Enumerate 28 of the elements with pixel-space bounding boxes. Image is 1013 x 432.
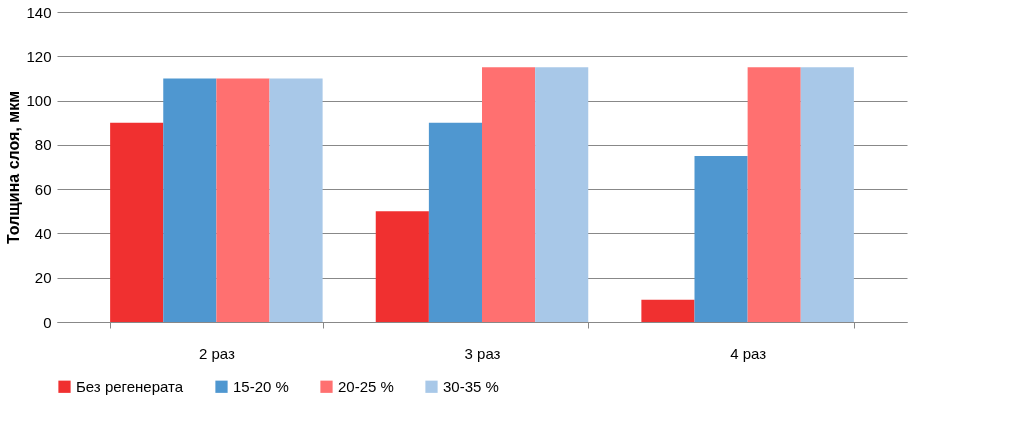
bar [269, 78, 323, 322]
x-tick-label: 4 раз [730, 344, 767, 362]
x-tick-label: 2 раз [198, 344, 235, 362]
y-tick-label: 140 [26, 3, 52, 21]
y-tick-label: 80 [34, 136, 52, 154]
bar [110, 122, 164, 322]
bar [535, 67, 589, 322]
bar [482, 67, 536, 322]
bar [747, 67, 801, 322]
legend-label: 30-35 % [443, 377, 499, 395]
legend-label: Без регенерата [76, 377, 184, 395]
bar [375, 211, 429, 322]
bar [800, 67, 854, 322]
bar [216, 78, 270, 322]
y-tick-label: 40 [34, 224, 52, 242]
bar [694, 155, 748, 322]
bar [163, 78, 217, 322]
y-tick-label: 60 [34, 180, 52, 198]
legend-label: 20-25 % [338, 377, 394, 395]
bar [428, 122, 482, 322]
bar [641, 299, 695, 322]
y-axis-title: Толщина слоя, мкм [5, 91, 23, 244]
y-tick-label: 20 [34, 269, 52, 287]
y-tick-label: 100 [26, 92, 52, 110]
y-tick-label: 120 [26, 47, 52, 65]
legend-label: 15-20 % [233, 377, 289, 395]
x-tick-label: 3 раз [464, 344, 501, 362]
y-tick-label: 0 [43, 313, 52, 331]
